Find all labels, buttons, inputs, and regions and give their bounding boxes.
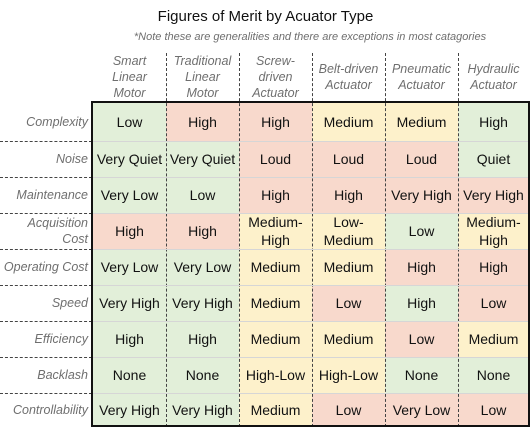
column-header: Hydraulic Actuator bbox=[467, 61, 520, 92]
table-cell: Medium bbox=[312, 249, 385, 285]
table-cell: High bbox=[458, 249, 529, 285]
row-divider bbox=[0, 357, 92, 358]
grid-line bbox=[92, 321, 529, 322]
table-cell: None bbox=[458, 357, 529, 393]
grid-line bbox=[92, 213, 529, 214]
row-header: Complexity bbox=[26, 115, 88, 129]
table-cell: Low bbox=[385, 321, 458, 357]
row-divider bbox=[0, 141, 92, 142]
table-cell: Medium bbox=[458, 321, 529, 357]
table-cell: Quiet bbox=[458, 141, 529, 177]
table-cell: Very Quiet bbox=[93, 141, 166, 177]
column-header: Traditional Linear Motor bbox=[173, 53, 232, 100]
column-header: Screw-driven Actuator bbox=[252, 53, 299, 100]
grid-line bbox=[92, 393, 529, 394]
table-cell: None bbox=[93, 357, 166, 393]
row-header: Backlash bbox=[37, 368, 88, 382]
table-cell: High-Low bbox=[239, 357, 312, 393]
row-divider bbox=[0, 285, 92, 286]
table-cell: Very High bbox=[458, 177, 529, 213]
table-cell: Very High bbox=[166, 393, 239, 427]
table-cell: Medium bbox=[239, 285, 312, 321]
table-cell: Loud bbox=[312, 141, 385, 177]
table-cell: Low bbox=[458, 393, 529, 427]
column-header: Pneumatic Actuator bbox=[391, 61, 452, 92]
table-cell: Medium bbox=[312, 321, 385, 357]
table-cell: Low bbox=[312, 393, 385, 427]
table-cell: High bbox=[239, 177, 312, 213]
table-cell: High-Low bbox=[312, 357, 385, 393]
row-divider bbox=[0, 177, 92, 178]
table-cell: Low bbox=[93, 103, 166, 141]
table-cell: High bbox=[166, 103, 239, 141]
table-cell: None bbox=[385, 357, 458, 393]
row-divider bbox=[0, 213, 92, 214]
column-divider bbox=[312, 53, 313, 427]
row-divider bbox=[0, 393, 92, 394]
table-cell: Very Quiet bbox=[166, 141, 239, 177]
table-cell: Medium bbox=[239, 321, 312, 357]
column-divider bbox=[239, 53, 240, 427]
table-frame bbox=[91, 101, 530, 427]
grid-line bbox=[92, 249, 529, 250]
row-header: Speed bbox=[51, 296, 88, 310]
table-cell: Very High bbox=[93, 393, 166, 427]
row-divider bbox=[0, 249, 92, 250]
page-title: Figures of Merit by Acuator Type bbox=[157, 8, 374, 25]
table-cell: Low bbox=[385, 213, 458, 249]
table-cell: High bbox=[385, 285, 458, 321]
table-cell: High bbox=[458, 103, 529, 141]
table-cell: Very Low bbox=[385, 393, 458, 427]
table-cell: High bbox=[312, 177, 385, 213]
table-cell: Low bbox=[458, 285, 529, 321]
grid-line bbox=[92, 285, 529, 286]
row-divider bbox=[0, 321, 92, 322]
table-cell: Loud bbox=[385, 141, 458, 177]
note-text: *Note these are generalities and there a… bbox=[133, 31, 487, 43]
table-cell: Very Low bbox=[93, 177, 166, 213]
table-cell: High bbox=[93, 321, 166, 357]
row-header: Operating Cost bbox=[3, 260, 88, 274]
grid-line bbox=[92, 177, 529, 178]
row-header: Controllability bbox=[12, 403, 88, 417]
row-header: Noise bbox=[56, 152, 88, 166]
table-cell: Medium bbox=[239, 249, 312, 285]
table-cell: High bbox=[385, 249, 458, 285]
row-header: Maintenance bbox=[16, 188, 88, 202]
table-cell: Medium bbox=[312, 103, 385, 141]
table-cell: High bbox=[93, 213, 166, 249]
grid-line bbox=[92, 357, 529, 358]
row-header: Efficiency bbox=[34, 332, 89, 346]
table-cell: Very High bbox=[385, 177, 458, 213]
column-header: Belt-driven Actuator bbox=[318, 61, 379, 92]
table-cell: High bbox=[166, 321, 239, 357]
table-cell: Medium-High bbox=[239, 213, 312, 249]
table-cell: Very Low bbox=[166, 249, 239, 285]
row-header: Acquisition Cost bbox=[27, 216, 88, 246]
column-divider bbox=[166, 53, 167, 427]
table-cell: None bbox=[166, 357, 239, 393]
table-cell: High bbox=[239, 103, 312, 141]
table-cell: Medium bbox=[385, 103, 458, 141]
table-cell: Medium bbox=[239, 393, 312, 427]
column-divider bbox=[385, 53, 386, 427]
column-header: Smart Linear Motor bbox=[112, 53, 147, 100]
table-cell: Loud bbox=[239, 141, 312, 177]
table-cell: Very High bbox=[93, 285, 166, 321]
table-cell: High bbox=[166, 213, 239, 249]
table-cell: Low bbox=[166, 177, 239, 213]
column-divider bbox=[458, 53, 459, 427]
table-cell: Low-Medium bbox=[312, 213, 385, 249]
table-cell: Very Low bbox=[93, 249, 166, 285]
table-cell: Very High bbox=[166, 285, 239, 321]
table-cell: Low bbox=[312, 285, 385, 321]
grid-line bbox=[92, 141, 529, 142]
table-cell: Medium-High bbox=[458, 213, 529, 249]
